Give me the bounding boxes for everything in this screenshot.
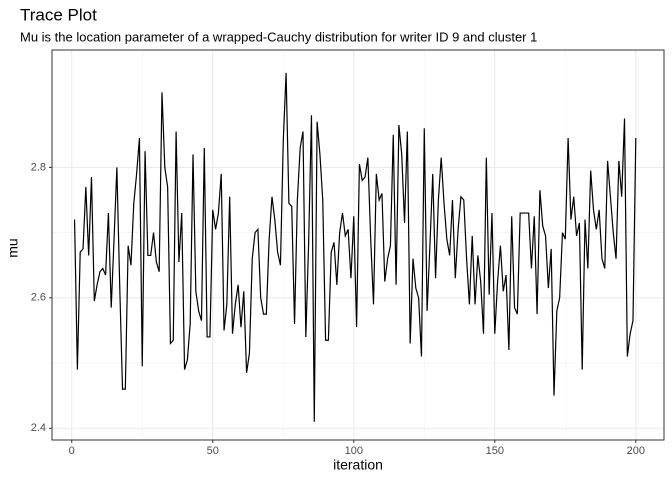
y-tick-label: 2.6	[31, 292, 46, 304]
x-tick-label: 200	[627, 445, 645, 457]
chart-subtitle: Mu is the location parameter of a wrappe…	[20, 29, 537, 44]
x-tick-label: 0	[69, 445, 75, 457]
x-tick-label: 150	[486, 445, 504, 457]
y-axis-title: mu	[5, 238, 21, 257]
chart-title: Trace Plot	[20, 5, 97, 24]
y-tick-label: 2.8	[31, 161, 46, 173]
y-tick-label: 2.4	[31, 422, 46, 434]
x-tick-label: 100	[345, 445, 363, 457]
trace-line	[73, 72, 637, 422]
panel-border	[51, 49, 665, 441]
x-tick-label: 50	[207, 445, 219, 457]
x-axis-title: iteration	[333, 457, 383, 473]
